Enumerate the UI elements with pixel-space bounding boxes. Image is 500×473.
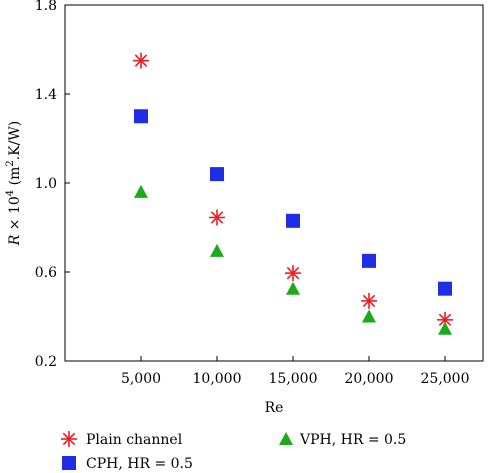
y-axis-title: R × 104 (m2.K/W) [5, 121, 23, 246]
data-point-triangle [286, 281, 300, 295]
legend-item-plain-channel: Plain channel [61, 431, 183, 448]
data-point-asterisk [209, 209, 225, 226]
data-point-triangle [362, 309, 376, 323]
data-point-square [362, 253, 376, 268]
data-point-asterisk [361, 292, 377, 309]
series-square [134, 109, 452, 296]
y-axis-title-unit-exponent: 2 [5, 160, 16, 166]
y-axis-title-exponent: 4 [5, 190, 16, 196]
data-point-square [134, 109, 148, 124]
legend-label-cph: CPH, HR = 0.5 [86, 456, 193, 472]
legend-triangle-icon [279, 432, 293, 445]
plot-frame [64, 4, 484, 362]
x-tick-label: 5,000 [121, 371, 161, 387]
y-axis-title-unit-open: (m [7, 167, 23, 190]
legend-item-vph: VPH, HR = 0.5 [279, 432, 406, 448]
legend-marker-asterisk [61, 431, 77, 447]
legend-label-vph: VPH, HR = 0.5 [299, 432, 406, 448]
legend-item-cph: CPH, HR = 0.5 [62, 456, 193, 472]
data-point-asterisk [285, 265, 301, 282]
y-tick-label: 1.8 [35, 0, 57, 14]
legend-marker-square [62, 456, 76, 470]
y-tick-label: 0.6 [35, 265, 57, 281]
y-tick-label: 1.4 [35, 87, 57, 103]
x-axis-title: Re [265, 400, 284, 416]
data-point-triangle [438, 321, 452, 335]
legend-marker-triangle [279, 432, 293, 445]
series-asterisk [133, 52, 453, 328]
legend-label-plain-channel: Plain channel [86, 432, 183, 448]
legend-square-icon [62, 456, 76, 470]
y-axis-ticks: 0.2 0.6 1.0 1.4 1.8 [35, 0, 70, 370]
y-tick-label: 1.0 [35, 176, 57, 192]
legend-asterisk-icon [61, 431, 77, 447]
series-triangle [134, 184, 452, 335]
x-tick-label: 20,000 [345, 371, 394, 387]
legend: Plain channel CPH, HR = 0.5 VPH, HR = 0.… [61, 431, 406, 472]
y-axis-title-unit-close: .K/W) [7, 121, 23, 160]
data-point-square [286, 213, 300, 228]
y-axis-title-variable: R [7, 234, 23, 246]
x-axis-ticks: 5,000 10,000 15,000 20,000 25,000 [121, 356, 470, 387]
data-point-square [438, 281, 452, 296]
y-tick-label: 0.2 [35, 354, 57, 370]
data-points [133, 52, 453, 335]
data-point-triangle [210, 243, 224, 257]
data-point-asterisk [133, 52, 149, 69]
x-tick-label: 10,000 [193, 371, 242, 387]
data-point-square [210, 167, 224, 182]
y-axis-title-times: × 10 [7, 196, 23, 234]
x-tick-label: 15,000 [269, 371, 318, 387]
x-tick-label: 25,000 [421, 371, 470, 387]
data-point-triangle [134, 184, 148, 198]
